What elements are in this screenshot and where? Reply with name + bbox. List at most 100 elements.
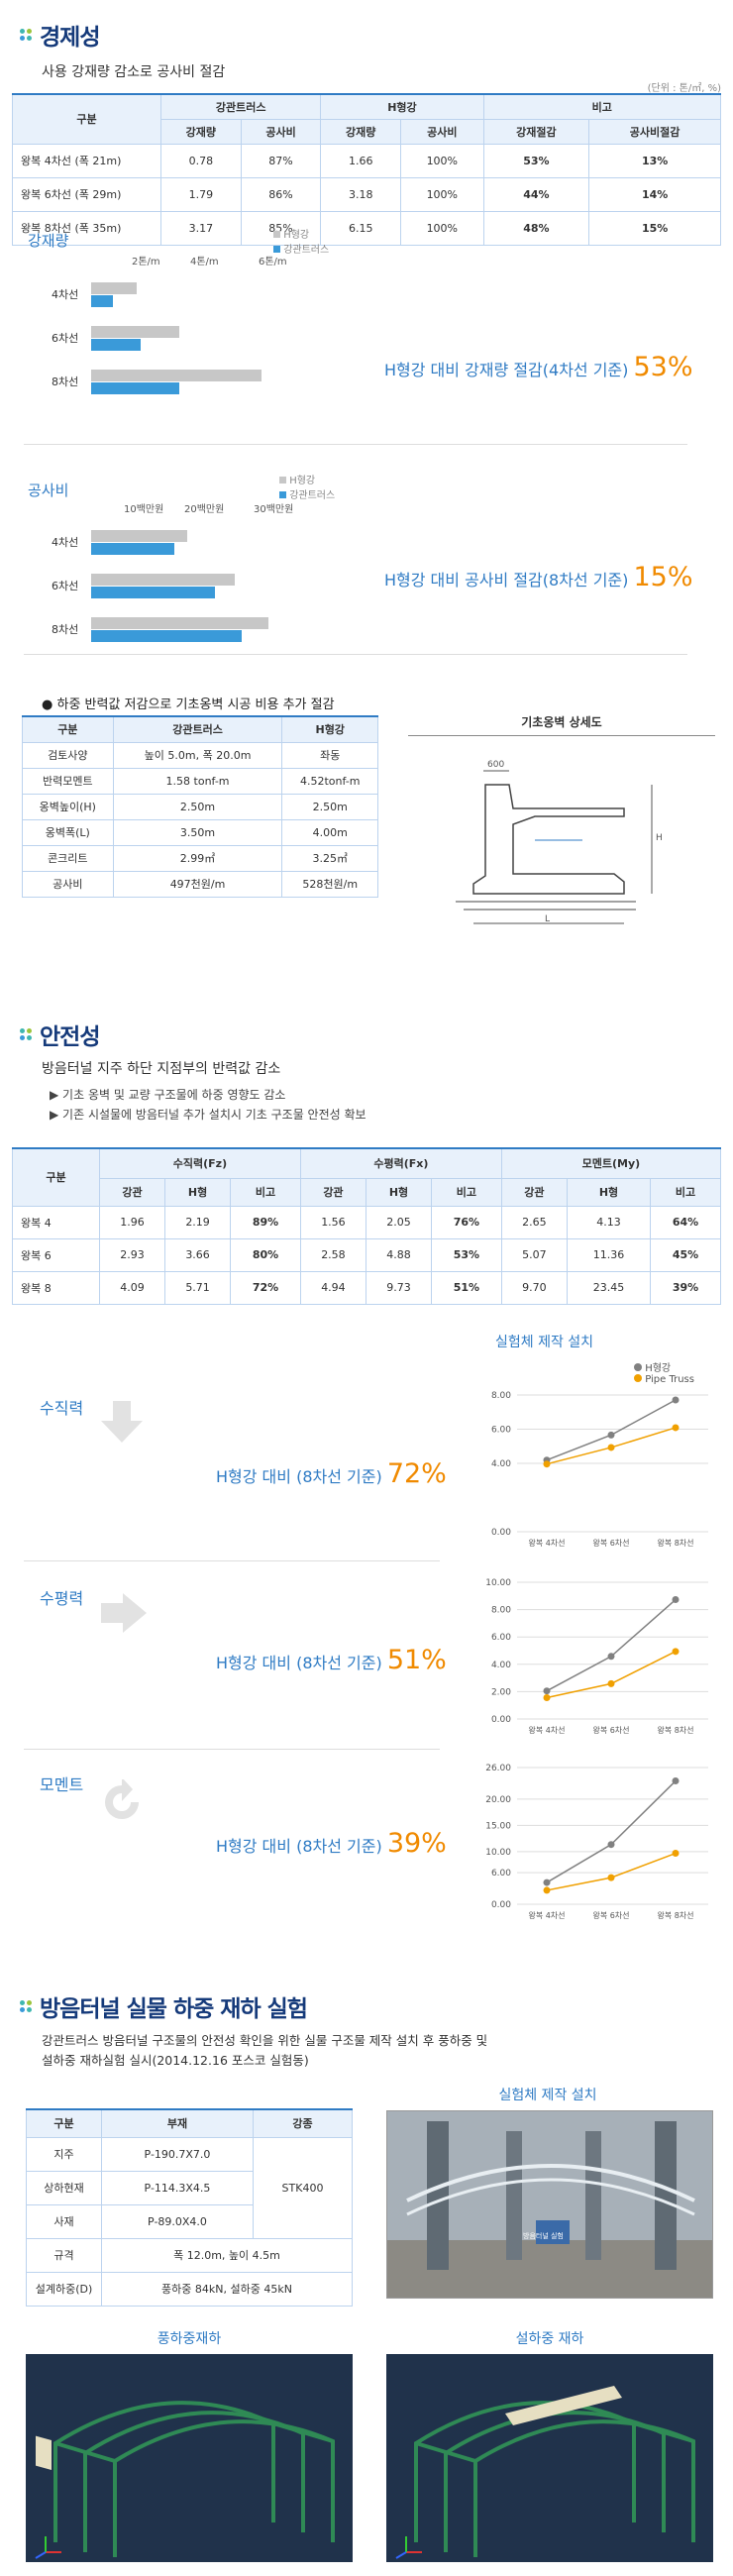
legend-label: H형강 — [645, 1363, 672, 1374]
legend-label: Pipe Truss — [645, 1374, 694, 1385]
unit-label: (단위 : 톤/㎡, %) — [647, 83, 721, 94]
table-row: 규격 폭 12.0m, 높이 4.5m — [26, 2237, 353, 2273]
y-tick-label: 4.00 — [491, 1459, 511, 1469]
cell: 100% — [400, 176, 484, 212]
data-point — [543, 1878, 551, 1886]
cell: 2.65 — [500, 1205, 568, 1239]
cell: 0.78 — [160, 143, 242, 178]
down-arrow-icon — [101, 1401, 143, 1443]
cell: 4.13 — [566, 1205, 652, 1239]
row-label: 왕복 4차선 (폭 21m) — [12, 143, 161, 178]
cell: 옹벽높이(H) — [22, 793, 114, 820]
axis-tick-label: 6톤/m — [259, 257, 287, 268]
h-beam-bar — [91, 574, 236, 586]
cell: 옹벽폭(L) — [22, 818, 114, 846]
cell: 53% — [482, 143, 590, 178]
cell: 4.09 — [98, 1270, 166, 1305]
foundation-heading: ● 하중 반력값 저감으로 기초옹벽 시공 비용 추가 절감 — [42, 698, 335, 712]
block-message-pct: 72% — [386, 1458, 447, 1489]
legend-swatch-gray — [273, 231, 280, 238]
snow-load-block — [505, 2386, 622, 2425]
steel-chart-title: 강재량 — [28, 232, 69, 250]
cell: 1.96 — [98, 1205, 166, 1239]
moment-line-chart: 26.00 20.00 15.00 10.00 6.00 0.00 왕복 4차선 왕복 6차선… — [485, 1764, 708, 1920]
th-pipe-truss: 강관트러스 — [159, 93, 322, 120]
x-tick-label: 왕복 8차선 — [657, 1726, 693, 1735]
cell: 4.94 — [299, 1270, 366, 1305]
cell: P-89.0X4.0 — [101, 2203, 254, 2239]
cell: 497천원/m — [112, 870, 283, 898]
h-beam-bar — [91, 530, 187, 542]
row-label: 왕복 4 — [12, 1205, 100, 1239]
cell: 사재 — [26, 2203, 102, 2239]
cell: 2.50m — [281, 793, 378, 820]
th-sub: 비고 — [431, 1177, 502, 1207]
cell: 좌동 — [281, 741, 378, 769]
th-sub: 공사비절감 — [588, 118, 721, 145]
cell: 지주 — [26, 2136, 102, 2172]
cell: 3.25㎥ — [281, 844, 378, 872]
cell: 검토사양 — [22, 741, 114, 769]
test-description: 강관트러스 방음터널 구조물의 안전성 확인을 위한 실물 구조물 제작 설치 … — [42, 2031, 487, 2071]
test-desc-line: 강관트러스 방음터널 구조물의 안전성 확인을 위한 실물 구조물 제작 설치 … — [42, 2033, 488, 2048]
th-sub: 강재절감 — [482, 118, 590, 145]
wall-outline — [472, 784, 625, 895]
safety-title-text: 안전성 — [40, 1024, 100, 1050]
cell: 반력모멘트 — [22, 767, 114, 795]
y-tick-label: 0.00 — [491, 1900, 511, 1910]
cost-bar-chart: 10백만원 20백만원 30백만원 4차선 6차선 8차선 — [0, 500, 733, 659]
cell: P-114.3X4.5 — [101, 2170, 254, 2205]
line-legend: H형강 Pipe Truss — [634, 1359, 694, 1385]
cell: 2.05 — [365, 1205, 433, 1239]
cell: 86% — [240, 176, 322, 212]
vertical-force-line-chart: 8.00 6.00 4.00 0.00 왕복 4차선 왕복 6차선 왕복 8차선 — [491, 1391, 708, 1548]
safety-section-title: 안전성 — [20, 1018, 100, 1051]
cell: 76% — [431, 1205, 502, 1239]
row-label: 왕복 6차선 (폭 29m) — [12, 176, 161, 212]
cell: 5.07 — [500, 1237, 568, 1272]
th-sub: H형 — [566, 1177, 652, 1207]
test-section-title: 방음터널 실물 하중 재하 실험 — [20, 1989, 308, 2023]
wind-load-title: 풍하중재하 — [157, 2331, 222, 2347]
cell: P-190.7X7.0 — [101, 2136, 254, 2172]
category-label: 8차선 — [52, 376, 79, 388]
th-group: 구분 — [12, 93, 161, 145]
h-beam-bar — [91, 370, 262, 381]
x-tick-label: 왕복 4차선 — [528, 1726, 565, 1735]
cell: 1.79 — [160, 176, 242, 212]
data-point — [607, 1444, 615, 1451]
dim-l: L — [545, 914, 550, 924]
cell: 4.52tonf-m — [281, 767, 378, 795]
table-row: 반력모멘트 1.58 tonf-m 4.52tonf-m — [22, 767, 378, 795]
steel-saving-message: H형강 대비 강재량 절감(4차선 기준) 53% — [384, 352, 693, 382]
cell: 100% — [400, 210, 484, 246]
horizontal-force-line-chart: 10.00 8.00 6.00 4.00 2.00 0.00 왕복 4차선 왕복 6차선 왕복 … — [485, 1578, 708, 1735]
x-tick-label: 왕복 8차선 — [657, 1911, 693, 1920]
axis-tick-label: 20백만원 — [184, 504, 225, 515]
x-tick-label: 왕복 6차선 — [592, 1911, 629, 1920]
category-label: 8차선 — [52, 623, 79, 636]
cell: 3.66 — [164, 1237, 232, 1272]
cell: 9.73 — [365, 1270, 433, 1305]
economy-table-wrap: 구분 강관트러스 H형강 비고 강재량 공사비 강재량 공사비 강재절감 공사비… — [12, 93, 722, 246]
th: 강종 — [253, 2108, 353, 2138]
y-tick-label: 20.00 — [485, 1795, 511, 1805]
safety-table-wrap: 구분 수직력(Fz) 수평력(Fx) 모멘트(My) 강관 H형 비고 강관 H형 비고 강… — [12, 1147, 722, 1305]
cost-chart-title: 공사비 — [28, 482, 69, 499]
y-tick-label: 4.00 — [491, 1661, 511, 1670]
test-desc-line: 설하중 재하실험 실시(2014.12.16 포스코 실험동) — [42, 2053, 309, 2068]
legend-label: H형강 — [289, 476, 316, 486]
row-label: 왕복 8 — [12, 1270, 100, 1305]
th-sub: 강관 — [98, 1177, 166, 1207]
th-fz: 수직력(Fz) — [99, 1147, 301, 1179]
cell: 6.15 — [320, 210, 402, 246]
h-beam-bar — [91, 326, 180, 338]
steel-saving-pct: 53% — [633, 352, 693, 382]
cell: 풍하중 84kN, 설하중 45kN — [101, 2271, 353, 2307]
foundation-title: 하중 반력값 저감으로 기초옹벽 시공 비용 추가 절감 — [56, 698, 335, 712]
block-label: 수평력 — [40, 1589, 84, 1608]
cell: 23.45 — [566, 1270, 652, 1305]
cell: 2.58 — [299, 1237, 366, 1272]
economy-subtitle: 사용 강재량 감소로 공사비 절감 — [42, 64, 226, 80]
divider — [24, 1749, 440, 1750]
